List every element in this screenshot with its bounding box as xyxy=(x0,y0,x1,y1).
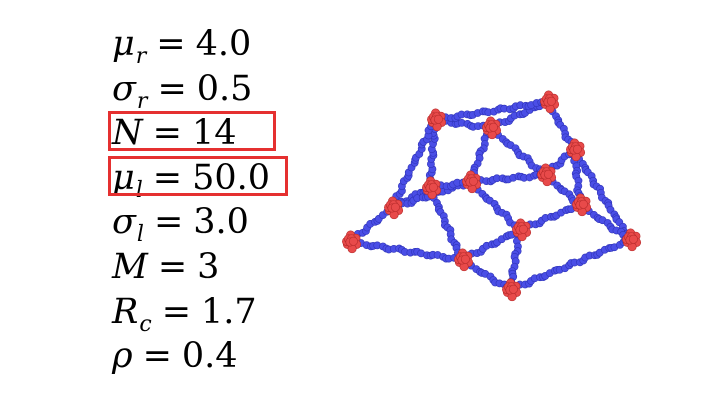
node-bead xyxy=(628,234,638,244)
param-value: 50.0 xyxy=(192,157,271,198)
param-sigma-r: σr = 0.5 xyxy=(112,67,302,114)
equals-sign: = xyxy=(153,202,184,243)
param-subscript: l xyxy=(135,177,143,203)
param-symbol: μ xyxy=(112,24,135,64)
node-bead xyxy=(508,284,518,294)
equals-sign: = xyxy=(157,246,188,287)
param-mu-l-highlighted: μl = 50.0 xyxy=(108,155,302,203)
node-bead xyxy=(488,122,498,132)
param-symbol: μ xyxy=(112,157,135,198)
equals-sign: = xyxy=(152,157,183,198)
param-m: M = 3 xyxy=(112,245,302,290)
node-bead xyxy=(460,254,470,264)
node-bead xyxy=(546,96,556,106)
param-subscript: r xyxy=(136,88,148,114)
param-value: 4.0 xyxy=(195,24,252,64)
param-subscript: c xyxy=(139,311,152,337)
param-value: 3 xyxy=(197,246,220,287)
param-sigma-l: σl = 3.0 xyxy=(112,200,302,248)
node-bead xyxy=(468,176,478,186)
node-bead xyxy=(390,202,400,212)
network-structure-render xyxy=(342,90,642,302)
node-bead xyxy=(433,114,443,124)
param-value: 3.0 xyxy=(193,202,249,243)
equals-sign: = xyxy=(152,113,182,154)
equals-sign: = xyxy=(161,291,192,332)
param-subscript: l xyxy=(136,222,144,248)
node-bead xyxy=(543,169,553,179)
param-rho: ρ = 0.4 xyxy=(112,334,302,379)
equals-sign: = xyxy=(156,24,186,64)
param-symbol: ρ xyxy=(112,336,133,377)
param-value: 0.5 xyxy=(196,68,253,109)
node-bead xyxy=(578,199,588,209)
param-symbol: σ xyxy=(112,202,136,243)
node-bead xyxy=(348,236,358,246)
node-bead xyxy=(428,182,438,192)
node-bead xyxy=(572,144,582,154)
param-r-c: Rc = 1.7 xyxy=(112,290,302,337)
param-n-highlighted: N = 14 xyxy=(108,111,302,156)
param-symbol: N xyxy=(112,113,143,154)
param-value: 1.7 xyxy=(201,291,257,332)
equals-sign: = xyxy=(142,336,172,377)
param-symbol: M xyxy=(112,246,148,287)
equals-sign: = xyxy=(157,68,187,109)
param-value: 0.4 xyxy=(181,336,238,377)
node-clusters xyxy=(342,90,642,302)
param-subscript: r xyxy=(135,44,147,69)
param-symbol: σ xyxy=(112,68,136,109)
param-symbol: R xyxy=(112,291,139,332)
node-bead xyxy=(518,224,528,234)
param-mu-r: μr = 4.0 xyxy=(112,22,302,69)
param-value: 14 xyxy=(191,113,237,154)
parameter-list: μr = 4.0 σr = 0.5 N = 14 μl = 50.0 σl = 3.0 M = 3 Rc… xyxy=(108,22,302,379)
